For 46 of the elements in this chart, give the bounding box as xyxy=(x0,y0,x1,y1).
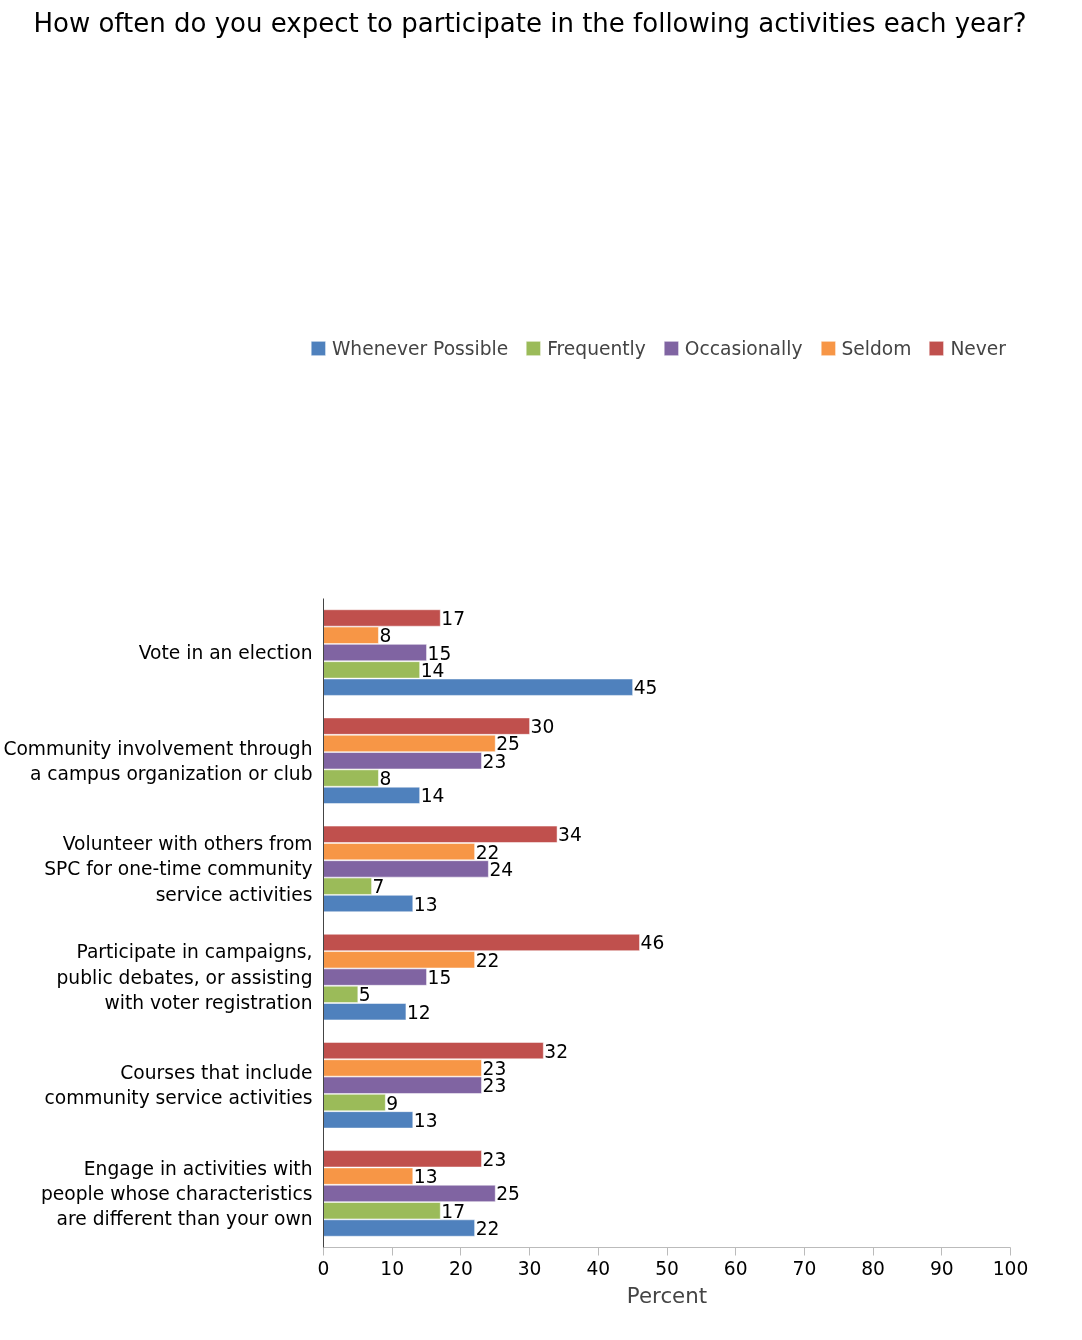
legend-label: Whenever Possible xyxy=(331,337,509,359)
data-label: 23 xyxy=(482,1148,507,1170)
y-tick-label: Volunteer with others from SPC for one-time community service activities xyxy=(44,833,313,905)
y-tick-label: Engage in activities with people whose characteristics are different than your own xyxy=(40,1157,313,1230)
data-label: 17 xyxy=(441,1200,466,1222)
data-label: 5 xyxy=(358,984,371,1006)
x-tick-label: 50 xyxy=(655,1257,679,1279)
data-label: 13 xyxy=(413,1109,438,1131)
x-tick-label: 80 xyxy=(861,1257,885,1279)
legend-label: Never xyxy=(950,337,1006,359)
x-tick-label: 20 xyxy=(449,1257,473,1279)
x-axis-title: Percent xyxy=(626,1282,708,1308)
x-tick-label: 60 xyxy=(723,1257,748,1279)
x-tick-label: 40 xyxy=(586,1257,611,1279)
y-tick-label: Vote in an election xyxy=(138,642,313,664)
legend-label: Frequently xyxy=(547,337,646,359)
data-label: 13 xyxy=(413,893,438,915)
chart-title: How often do you expect to participate in the following activities each year? xyxy=(33,7,1027,40)
data-label: 32 xyxy=(544,1040,569,1062)
x-tick-label: 10 xyxy=(380,1257,405,1279)
data-label: 30 xyxy=(530,716,555,738)
data-label: 34 xyxy=(558,824,582,846)
x-tick-label: 0 xyxy=(317,1257,330,1279)
x-tick-label: 70 xyxy=(792,1257,817,1279)
data-label: 22 xyxy=(475,949,500,971)
x-tick-label: 30 xyxy=(517,1257,542,1279)
data-label: 25 xyxy=(496,1183,520,1205)
data-label: 15 xyxy=(427,967,452,989)
data-label: 45 xyxy=(633,677,658,699)
data-label: 7 xyxy=(372,876,385,898)
data-label: 22 xyxy=(475,1218,500,1240)
x-tick-label: 100 xyxy=(992,1257,1029,1279)
y-tick-label: Participate in campaigns, public debates, or assisting with voter registration xyxy=(56,941,313,1013)
data-label: 46 xyxy=(640,932,665,954)
legend-label: Occasionally xyxy=(684,337,803,359)
y-tick-label: Community involvement through a campus organization or club xyxy=(3,737,313,784)
data-label: 9 xyxy=(386,1092,399,1114)
legend-label: Seldom xyxy=(841,337,912,359)
data-label: 8 xyxy=(379,768,392,790)
data-label: 14 xyxy=(420,785,445,807)
data-label: 8 xyxy=(379,625,392,647)
y-tick-label: Courses that include community service activities xyxy=(44,1062,313,1109)
data-label: 12 xyxy=(406,1001,431,1023)
data-label: 17 xyxy=(441,607,466,629)
data-label: 13 xyxy=(413,1166,438,1188)
x-tick-label: 90 xyxy=(929,1257,954,1279)
